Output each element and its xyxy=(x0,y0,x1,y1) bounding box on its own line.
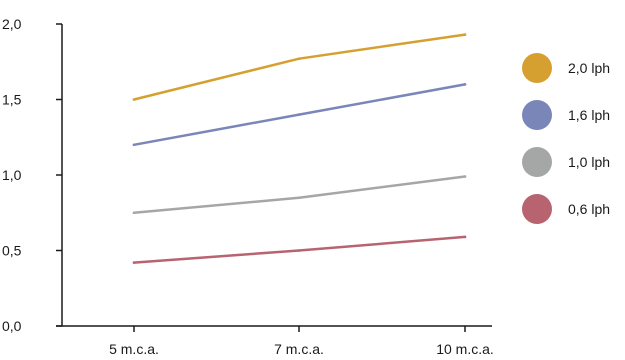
series-line-0 xyxy=(132,33,467,101)
y-tick-label: 1,5 xyxy=(2,92,22,108)
legend-label: 0,6 lph xyxy=(568,201,610,217)
data-point xyxy=(132,143,136,147)
y-tick-label: 0,0 xyxy=(2,318,22,334)
x-tick-label: 10 m.c.a. xyxy=(436,341,494,357)
data-point xyxy=(132,261,136,264)
data-point xyxy=(297,249,301,252)
data-point xyxy=(463,83,467,86)
data-point xyxy=(132,211,136,215)
legend-label: 2,0 lph xyxy=(568,60,610,76)
series-line-2 xyxy=(132,175,467,215)
legend-label: 1,0 lph xyxy=(568,154,610,170)
legend-swatch xyxy=(522,147,552,177)
legend-swatch xyxy=(522,194,552,224)
y-tick-label: 0,5 xyxy=(2,243,22,259)
y-tick-label: 1,0 xyxy=(2,167,22,183)
x-tick-label: 5 m.c.a. xyxy=(109,341,159,357)
legend: 2,0 lph 1,6 lph 1,0 lph 0,6 lph xyxy=(522,53,610,224)
legend-swatch xyxy=(522,100,552,130)
data-point xyxy=(132,98,136,101)
data-point xyxy=(463,175,467,178)
plot-area xyxy=(132,33,467,264)
x-tick-label: 7 m.c.a. xyxy=(274,341,324,357)
legend-label: 1,6 lph xyxy=(568,107,610,123)
data-point xyxy=(463,33,467,36)
y-tick-label: 2,0 xyxy=(2,16,22,32)
data-point xyxy=(463,235,467,239)
data-point xyxy=(297,57,301,60)
legend-swatch xyxy=(522,53,552,83)
axes: 0,0 0,5 1,0 1,5 2,0 5 m.c.a. 7 m.c.a. 10 m.c.a. xyxy=(2,16,494,357)
data-point xyxy=(297,196,301,199)
data-point xyxy=(297,113,301,116)
